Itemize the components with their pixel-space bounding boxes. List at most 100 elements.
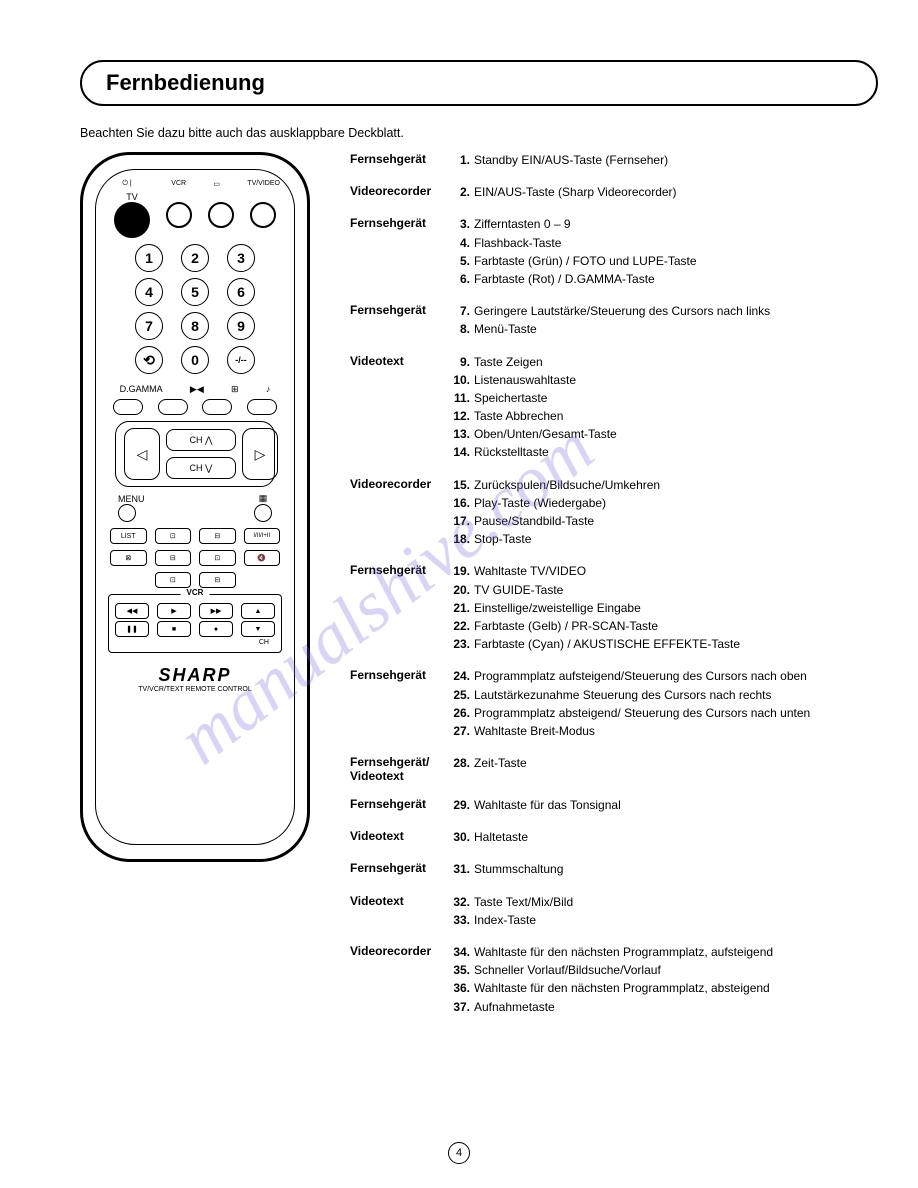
pause-button[interactable]: ❚❚: [115, 621, 149, 637]
description-item: 33.Index-Taste: [450, 912, 878, 928]
num-5[interactable]: 5: [181, 278, 209, 306]
item-text: Haltetaste: [474, 829, 878, 845]
ttx-cancel-button[interactable]: ⊠: [110, 550, 147, 566]
description-item: 29.Wahltaste für das Tonsignal: [450, 797, 878, 813]
num-7[interactable]: 7: [135, 312, 163, 340]
description-item: 37.Aufnahmetaste: [450, 999, 878, 1015]
num-row-3: 7 8 9: [106, 312, 284, 340]
wide-button[interactable]: [208, 202, 234, 228]
page-number: 4: [448, 1142, 470, 1164]
tvvideo-button[interactable]: [250, 202, 276, 228]
description-column: Fernsehgerät1.Standby EIN/AUS-Taste (Fer…: [350, 152, 878, 1031]
description-section: Videotext32.Taste Text/Mix/Bild33.Index-…: [350, 894, 878, 930]
num-3[interactable]: 3: [227, 244, 255, 272]
power-tv-button[interactable]: [114, 202, 150, 238]
item-text: Wahltaste für das Tonsignal: [474, 797, 878, 813]
item-text: Farbtaste (Cyan) / AKUSTISCHE EFFEKTE-Ta…: [474, 636, 878, 652]
play-button[interactable]: ▶: [157, 603, 191, 619]
mute-button[interactable]: 🔇: [244, 550, 281, 566]
red-button[interactable]: [113, 399, 143, 415]
ttx-reveal-button[interactable]: ⊟: [199, 528, 236, 544]
section-items: 15.Zurückspulen/Bildsuche/Umkehren16.Pla…: [450, 477, 878, 550]
item-text: Oben/Unten/Gesamt-Taste: [474, 426, 878, 442]
brand-block: SHARP TV/VCR/TEXT REMOTE CONTROL: [106, 665, 284, 693]
item-number: 18.: [450, 531, 474, 547]
teletext-grid: LIST ⊡ ⊟ I/II/I+II ⊠ ⊟ ⊡ 🔇 ⊡ ⊟: [110, 528, 280, 588]
item-text: Speichertaste: [474, 390, 878, 406]
green-button[interactable]: [202, 399, 232, 415]
flashback-button[interactable]: ⟲: [135, 346, 163, 374]
vol-down-button[interactable]: ◁: [124, 428, 160, 480]
item-text: Zifferntasten 0 – 9: [474, 216, 878, 232]
description-item: 5.Farbtaste (Grün) / FOTO und LUPE-Taste: [450, 253, 878, 269]
section-items: 28.Zeit-Taste: [450, 755, 878, 773]
item-number: 23.: [450, 636, 474, 652]
item-number: 27.: [450, 723, 474, 739]
description-item: 9.Taste Zeigen: [450, 354, 878, 370]
item-text: Listenauswahltaste: [474, 372, 878, 388]
item-number: 30.: [450, 829, 474, 845]
remote-outline: ⏻ | VCR ▭ TV/VIDEO TV 1 2: [80, 152, 310, 862]
ch-up-button[interactable]: CH ⋀: [166, 429, 236, 451]
item-number: 5.: [450, 253, 474, 269]
item-text: Wahltaste TV/VIDEO: [474, 563, 878, 579]
item-text: Standby EIN/AUS-Taste (Fernseher): [474, 152, 878, 168]
ttx-store-button[interactable]: ⊡: [155, 528, 192, 544]
description-item: 26.Programmplatz absteigend/ Steuerung d…: [450, 705, 878, 721]
remote-inner: ⏻ | VCR ▭ TV/VIDEO TV 1 2: [95, 169, 295, 845]
digit-toggle-button[interactable]: -/--: [227, 346, 255, 374]
foto-icon: ⊞: [231, 384, 239, 395]
description-item: 8.Menü-Taste: [450, 321, 878, 337]
section-items: 3.Zifferntasten 0 – 94.Flashback-Taste5.…: [450, 216, 878, 289]
description-item: 27.Wahltaste Breit-Modus: [450, 723, 878, 739]
ttx-time-button[interactable]: ⊡: [155, 572, 192, 588]
prscan-icon: ▶◀: [190, 384, 204, 395]
title-box: Fernbedienung: [80, 60, 878, 106]
guide-button[interactable]: [254, 504, 272, 522]
intro-text: Beachten Sie dazu bitte auch das ausklap…: [80, 126, 878, 140]
num-2[interactable]: 2: [181, 244, 209, 272]
ttx-mode-button[interactable]: ⊟: [199, 572, 236, 588]
ttx-hold-button[interactable]: ⊡: [199, 550, 236, 566]
description-item: 31.Stummschaltung: [450, 861, 878, 877]
record-button[interactable]: ●: [199, 621, 233, 637]
num-4[interactable]: 4: [135, 278, 163, 306]
stop-button[interactable]: ■: [157, 621, 191, 637]
sound-mode-button[interactable]: I/II/I+II: [244, 528, 281, 544]
item-number: 21.: [450, 600, 474, 616]
list-button[interactable]: LIST: [110, 528, 147, 544]
section-items: 34.Wahltaste für den nächsten Programmpl…: [450, 944, 878, 1017]
description-item: 13.Oben/Unten/Gesamt-Taste: [450, 426, 878, 442]
num-9[interactable]: 9: [227, 312, 255, 340]
vol-up-button[interactable]: ▷: [242, 428, 278, 480]
item-text: Menü-Taste: [474, 321, 878, 337]
description-section: Fernsehgerät19.Wahltaste TV/VIDEO20.TV G…: [350, 563, 878, 654]
num-1[interactable]: 1: [135, 244, 163, 272]
vcr-ch-up-button[interactable]: ▲: [241, 603, 275, 619]
item-text: Pause/Standbild-Taste: [474, 513, 878, 529]
item-number: 19.: [450, 563, 474, 579]
section-label: Fernsehgerät: [350, 152, 450, 166]
vcr-power-button[interactable]: [166, 202, 192, 228]
description-item: 4.Flashback-Taste: [450, 235, 878, 251]
menu-button[interactable]: [118, 504, 136, 522]
description-section: Fernsehgerät1.Standby EIN/AUS-Taste (Fer…: [350, 152, 878, 170]
num-6[interactable]: 6: [227, 278, 255, 306]
ch-down-button[interactable]: CH ⋁: [166, 457, 236, 479]
brand-subtitle: TV/VCR/TEXT REMOTE CONTROL: [106, 686, 284, 693]
vcr-ch-down-button[interactable]: ▼: [241, 621, 275, 637]
description-item: 20.TV GUIDE-Taste: [450, 582, 878, 598]
cyan-button[interactable]: [247, 399, 277, 415]
description-section: Fernsehgerät29.Wahltaste für das Tonsign…: [350, 797, 878, 815]
rewind-button[interactable]: ◀◀: [115, 603, 149, 619]
description-item: 22.Farbtaste (Gelb) / PR-SCAN-Taste: [450, 618, 878, 634]
ttx-size-button[interactable]: ⊟: [155, 550, 192, 566]
description-item: 12.Taste Abbrechen: [450, 408, 878, 424]
num-0[interactable]: 0: [181, 346, 209, 374]
ffwd-button[interactable]: ▶▶: [199, 603, 233, 619]
description-item: 2.EIN/AUS-Taste (Sharp Videorecorder): [450, 184, 878, 200]
top-labels-row: ⏻ | VCR ▭ TV/VIDEO: [106, 180, 284, 190]
num-8[interactable]: 8: [181, 312, 209, 340]
yellow-button[interactable]: [158, 399, 188, 415]
description-item: 14.Rückstelltaste: [450, 444, 878, 460]
